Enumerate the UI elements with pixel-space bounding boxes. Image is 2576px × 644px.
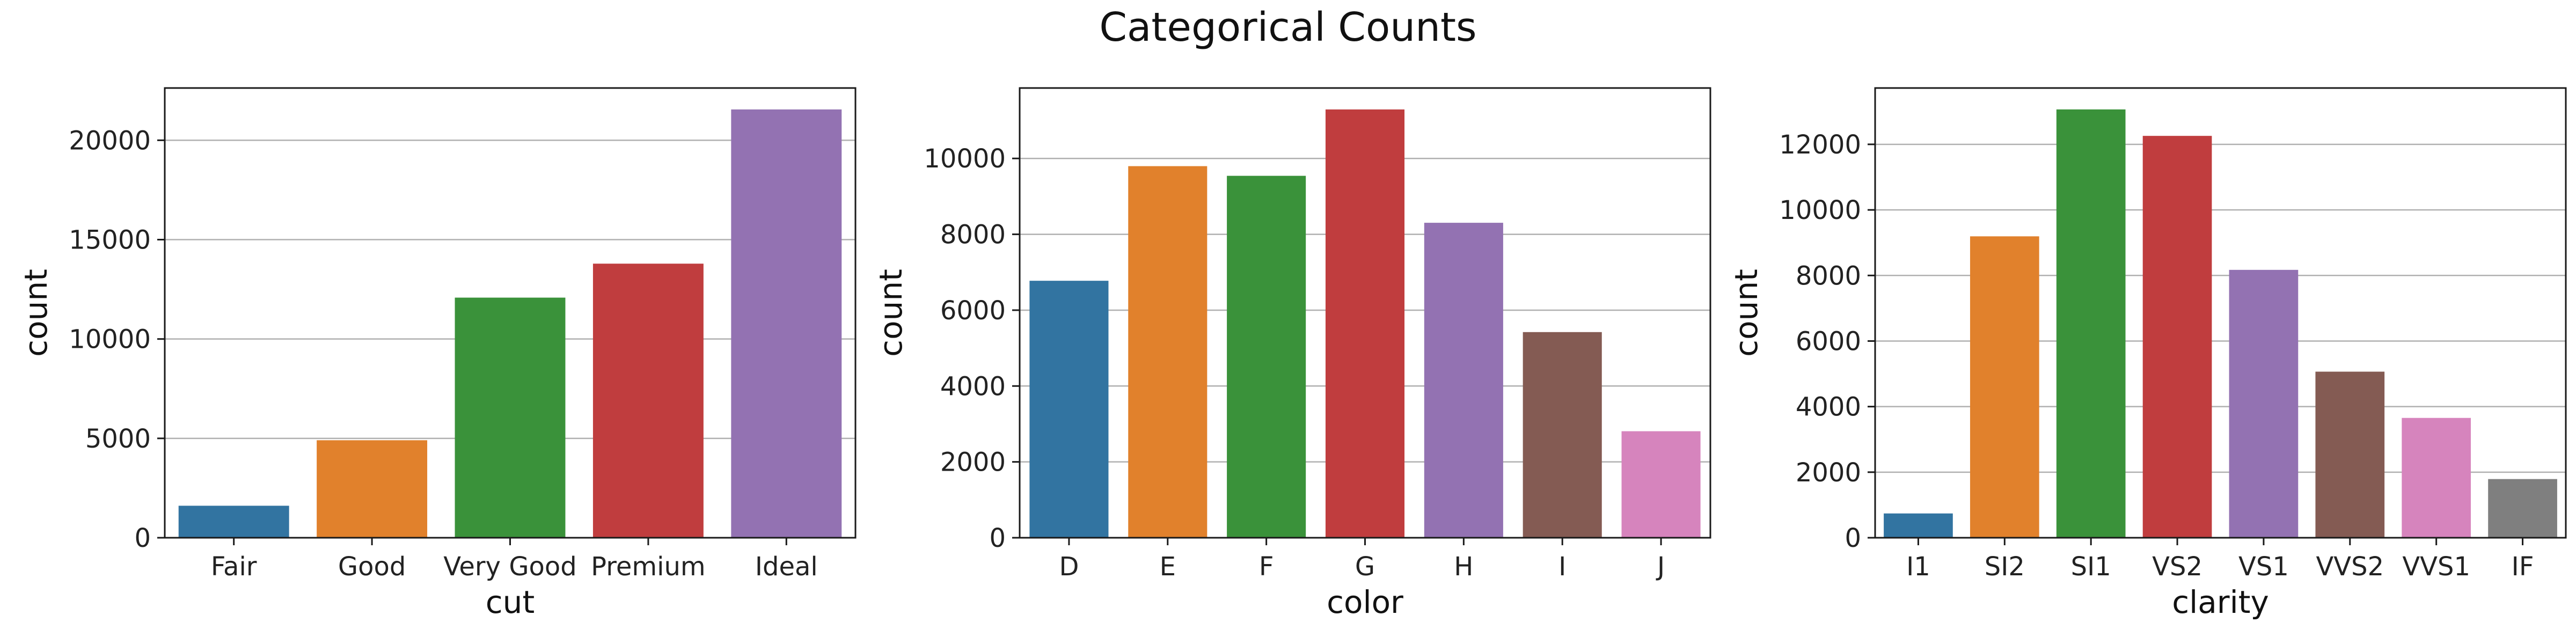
x-tick-label: I — [1558, 552, 1566, 582]
x-tick-label: E — [1160, 552, 1176, 582]
bar-Premium — [592, 264, 704, 538]
y-tick-label: 2000 — [1796, 458, 1861, 488]
bar-VS1 — [2229, 269, 2299, 538]
x-axis-label: color — [1327, 584, 1403, 620]
x-tick-label: SI2 — [1985, 552, 2025, 582]
x-tick-label: VS2 — [2152, 552, 2202, 582]
bar-H — [1424, 223, 1503, 538]
y-tick-label: 10000 — [1779, 195, 1861, 225]
bar-J — [1621, 431, 1701, 538]
y-tick-label: 8000 — [940, 220, 1006, 250]
y-tick-label: 10000 — [69, 325, 151, 355]
x-tick-label: VVS1 — [2402, 552, 2470, 582]
bar-Fair — [178, 506, 289, 538]
x-tick-label: Good — [338, 552, 406, 582]
bar-E — [1128, 166, 1208, 538]
y-tick-label: 10000 — [924, 144, 1006, 174]
x-tick-label: Premium — [591, 552, 706, 582]
y-tick-label: 12000 — [1779, 130, 1861, 160]
bar-SI2 — [1970, 236, 2039, 538]
bar-Ideal — [731, 109, 842, 538]
chart-panel-clarity: 0 2000 4000 6000 8000 10000 12000 I1 SI2 SI1 VS2 VS… — [1728, 87, 2567, 620]
bar-Good — [317, 440, 428, 538]
bar-I1 — [1884, 513, 1953, 538]
y-tick-label: 15000 — [69, 225, 151, 255]
figure-title: Categorical Counts — [1099, 4, 1477, 50]
y-tick-label: 0 — [1845, 523, 1861, 553]
x-tick-label: Ideal — [755, 552, 818, 582]
x-tick-label: VS1 — [2238, 552, 2289, 582]
bar-G — [1325, 109, 1405, 538]
bar-F — [1227, 175, 1306, 538]
y-tick-label: 2000 — [940, 448, 1006, 478]
y-tick-label: 6000 — [940, 296, 1006, 326]
y-axis-label: count — [1728, 269, 1765, 357]
x-tick-label: Very Good — [443, 552, 576, 582]
plot-frame — [1874, 87, 2567, 539]
y-axis-label: count — [18, 269, 54, 357]
y-tick-label: 8000 — [1796, 261, 1861, 291]
x-tick-label: Fair — [211, 552, 257, 582]
y-axis-label: count — [873, 269, 909, 357]
y-tick-label: 4000 — [1796, 392, 1861, 422]
bar-D — [1029, 281, 1109, 538]
y-tick-label: 4000 — [940, 371, 1006, 401]
x-axis-label: clarity — [2172, 584, 2269, 620]
y-tick-label: 0 — [989, 523, 1006, 553]
y-tick-label: 6000 — [1796, 326, 1861, 356]
bar-VVS1 — [2402, 418, 2471, 538]
chart-panel-cut: 0 5000 10000 15000 20000 Fair Good Very Good Pre… — [18, 87, 857, 620]
bar-IF — [2488, 479, 2557, 538]
bar-VVS2 — [2315, 371, 2385, 538]
x-tick-label: H — [1454, 552, 1473, 582]
x-tick-label: I1 — [1906, 552, 1930, 582]
x-tick-label: F — [1259, 552, 1274, 582]
bar-SI1 — [2056, 109, 2126, 538]
x-tick-label: G — [1355, 552, 1375, 582]
y-tick-label: 20000 — [69, 126, 151, 156]
x-tick-label: IF — [2512, 552, 2534, 582]
x-tick-label: J — [1656, 552, 1665, 582]
y-tick-label: 5000 — [85, 424, 151, 454]
x-tick-label: D — [1059, 552, 1079, 582]
bar-I — [1523, 332, 1602, 538]
x-axis-label: cut — [486, 584, 535, 620]
bar-Very Good — [455, 297, 566, 538]
bar-VS2 — [2142, 136, 2212, 538]
x-tick-label: VVS2 — [2316, 552, 2384, 582]
x-tick-label: SI1 — [2071, 552, 2111, 582]
y-tick-label: 0 — [134, 523, 151, 553]
